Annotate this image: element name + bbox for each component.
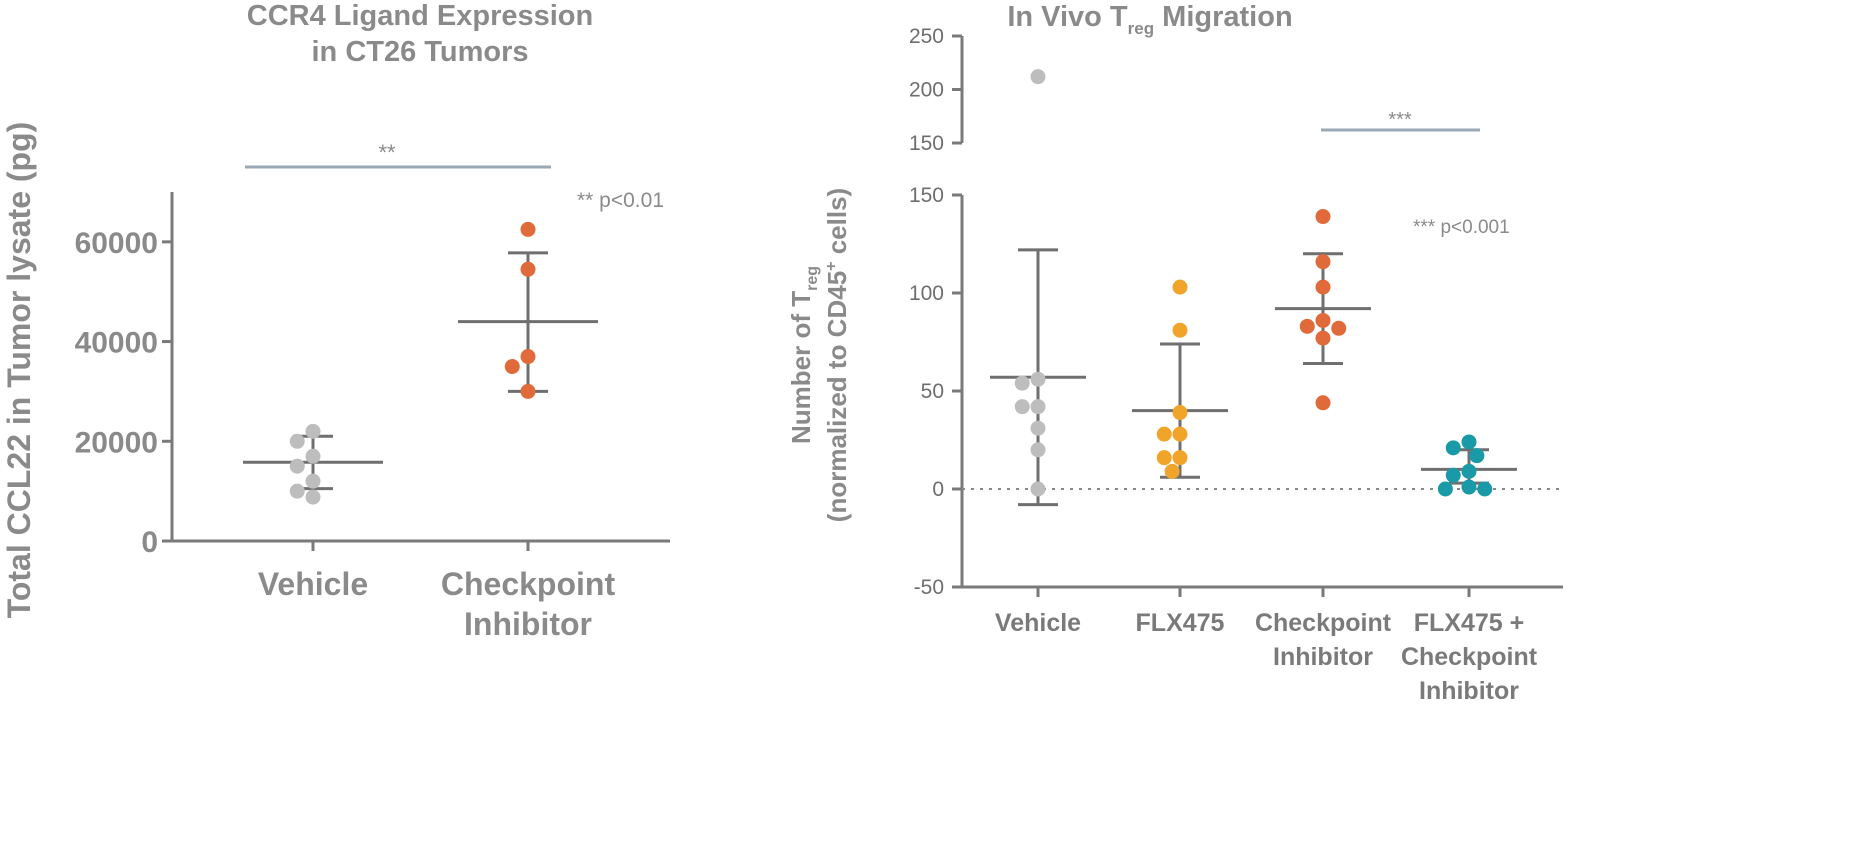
chart1-data-point — [305, 489, 321, 505]
chart2-category-label: Checkpoint — [1255, 609, 1392, 637]
chart2-data-point — [1172, 405, 1188, 421]
chart2-data-point — [1172, 279, 1188, 295]
chart2-data-point — [1172, 426, 1188, 442]
chart1-error-bars — [243, 251, 598, 491]
chart1-y-tick-label: 40000 — [75, 327, 158, 360]
chart2-data-point — [1030, 371, 1046, 387]
chart2-points — [1014, 69, 1493, 497]
chart1-title-line1: CCR4 Ligand Expression — [247, 0, 593, 32]
chart2-ylabel-pre: (normalized to CD45 — [822, 271, 852, 522]
chart2-category-label: FLX475 — [1136, 609, 1225, 637]
chart1-data-point — [289, 458, 305, 474]
treg-chart: In Vivo Treg Migration Number of Treg (n… — [786, 1, 1563, 705]
chart1-data-point — [305, 473, 321, 489]
chart1-data-point — [520, 349, 536, 365]
chart1-data-point — [520, 261, 536, 277]
chart1-data-point — [289, 483, 305, 499]
chart2-data-point — [1030, 481, 1046, 497]
chart2-data-point — [1461, 434, 1477, 450]
ccl22-chart: CCR4 Ligand Expression in CT26 Tumors To… — [1, 0, 670, 642]
chart2-data-point — [1469, 448, 1485, 464]
svg-text:Number of Treg: Number of Treg — [786, 266, 821, 444]
chart2-title-main: In Vivo T — [1007, 1, 1128, 33]
chart2-category-label: FLX475 + — [1414, 609, 1524, 637]
chart1-y-tick-label: 60000 — [75, 227, 158, 260]
chart2-data-point — [1315, 279, 1331, 295]
chart2-y-tick-label: 0 — [932, 478, 944, 501]
chart1-data-point — [289, 433, 305, 449]
chart2-y-tick-label: 50 — [921, 380, 944, 403]
chart2-data-point — [1445, 440, 1461, 456]
chart2-data-point — [1445, 467, 1461, 483]
svg-text:(normalized to CD45+ cells): (normalized to CD45+ cells) — [822, 188, 852, 522]
chart2-y-tick-label: 150 — [909, 184, 944, 207]
chart2-data-point — [1156, 426, 1172, 442]
chart2-ylabel-sub: reg — [804, 266, 821, 291]
chart2-data-point — [1315, 254, 1331, 270]
chart2-data-point — [1030, 399, 1046, 415]
chart1-title-line2: in CT26 Tumors — [312, 36, 529, 68]
chart1-y-tick-label: 0 — [141, 526, 158, 559]
chart2-data-point — [1315, 395, 1331, 411]
chart2-data-point — [1315, 209, 1331, 225]
chart1-data-point — [520, 221, 536, 237]
chart2-data-point — [1030, 69, 1046, 85]
chart2-category-label: Vehicle — [995, 609, 1081, 637]
chart2-category-label: Inhibitor — [1419, 677, 1519, 705]
chart2-y-axis-label: Number of Treg (normalized to CD45+ cell… — [786, 188, 852, 522]
chart1-category-label: Vehicle — [258, 566, 368, 602]
chart1-y-axis-label: Total CCL22 in Tumor lysate (pg) — [1, 122, 37, 619]
chart1-data-point — [520, 383, 536, 399]
chart1-points — [289, 221, 536, 505]
chart2-ylabel-main: Number of T — [786, 291, 816, 444]
chart2-title: In Vivo Treg Migration — [1007, 1, 1292, 38]
chart2-data-point — [1299, 318, 1315, 334]
chart1-data-point — [305, 448, 321, 464]
chart2-y-tick-label: -50 — [914, 576, 944, 599]
chart1-category-label: Checkpoint — [441, 566, 616, 602]
chart1-x-categories: Vehicle Checkpoint Inhibitor — [258, 541, 616, 642]
chart2-data-point — [1030, 442, 1046, 458]
chart1-data-point — [305, 423, 321, 439]
chart2-p-value-note: *** p<0.001 — [1413, 217, 1510, 238]
chart2-y-tick-label-upper: 150 — [909, 132, 944, 155]
chart2-data-point — [1315, 312, 1331, 328]
chart2-category-label: Checkpoint — [1401, 643, 1538, 671]
chart1-y-ticks: 0 20000 40000 60000 — [75, 227, 172, 559]
chart2-error-bars — [990, 248, 1517, 507]
chart2-data-point — [1331, 320, 1347, 336]
chart2-data-point — [1315, 330, 1331, 346]
chart1-p-value-note: ** p<0.01 — [577, 189, 664, 212]
chart2-data-point — [1461, 479, 1477, 495]
chart2-data-point — [1172, 450, 1188, 466]
chart1-y-tick-label: 20000 — [75, 426, 158, 459]
chart2-ylabel-post: cells) — [822, 188, 852, 262]
chart2-category-label: Inhibitor — [1273, 643, 1373, 671]
chart2-data-point — [1156, 450, 1172, 466]
chart1-category-label: Inhibitor — [464, 606, 592, 642]
chart2-data-point — [1164, 463, 1180, 479]
chart2-y-tick-label-upper: 250 — [909, 25, 944, 48]
chart2-data-point — [1477, 481, 1493, 497]
chart2-data-point — [1172, 322, 1188, 338]
chart2-significance-label: *** — [1388, 109, 1412, 131]
chart2-y-ticks: -50 0 50 100 150 150 200 250 — [909, 25, 962, 599]
chart2-title-rest: Migration — [1154, 1, 1293, 33]
chart2-ylabel-sup: + — [823, 262, 840, 271]
chart2-y-tick-label-upper: 200 — [909, 79, 944, 102]
chart2-data-point — [1030, 420, 1046, 436]
chart2-y-tick-label: 100 — [909, 282, 944, 305]
chart2-data-point — [1014, 375, 1030, 391]
chart2-data-point — [1461, 463, 1477, 479]
chart1-significance-label: ** — [378, 140, 396, 165]
chart1-data-point — [504, 359, 520, 374]
chart2-data-point — [1014, 399, 1030, 415]
chart2-x-categories: Vehicle FLX475 Checkpoint Inhibitor FLX475 +… — [995, 587, 1538, 705]
chart2-title-sub: reg — [1128, 19, 1154, 38]
chart2-data-point — [1437, 481, 1453, 497]
